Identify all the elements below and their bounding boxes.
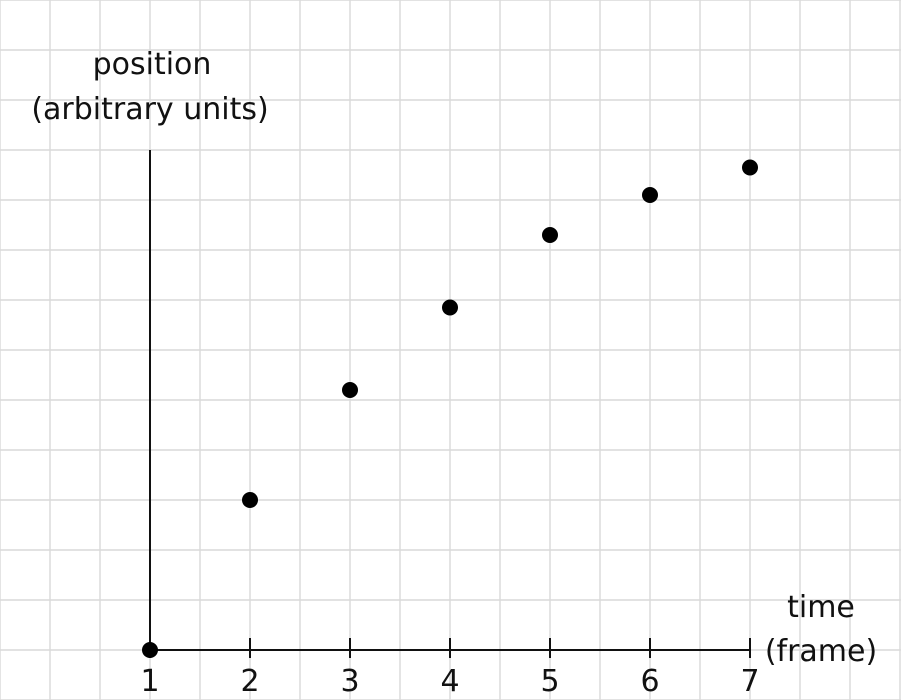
x-tick-label: 5 xyxy=(540,664,559,699)
data-point xyxy=(442,299,458,316)
y-axis-label-line-1: position xyxy=(93,47,212,82)
x-tick-label: 3 xyxy=(340,664,359,699)
data-points xyxy=(142,159,758,658)
x-axis-label: time (frame) xyxy=(765,590,877,669)
y-axis-label-line-2: (arbitrary units) xyxy=(31,92,268,127)
x-ticks: 1 2 3 4 5 6 7 xyxy=(140,638,760,699)
data-point xyxy=(542,227,558,243)
data-point xyxy=(242,492,258,508)
x-tick-label: 1 xyxy=(140,664,159,699)
x-tick-label: 6 xyxy=(640,664,659,699)
x-axis: 1 2 3 4 5 6 7 xyxy=(140,638,760,699)
data-point xyxy=(742,159,758,176)
x-axis-label-line-1: time xyxy=(787,590,855,625)
y-axis-label: position (arbitrary units) xyxy=(31,47,268,127)
x-tick-label: 2 xyxy=(240,664,259,699)
data-point xyxy=(142,642,158,658)
data-point xyxy=(642,187,658,203)
x-tick-label: 7 xyxy=(740,664,759,699)
x-axis-label-line-2: (frame) xyxy=(765,634,877,669)
data-point xyxy=(342,382,358,398)
x-tick-label: 4 xyxy=(440,664,459,699)
